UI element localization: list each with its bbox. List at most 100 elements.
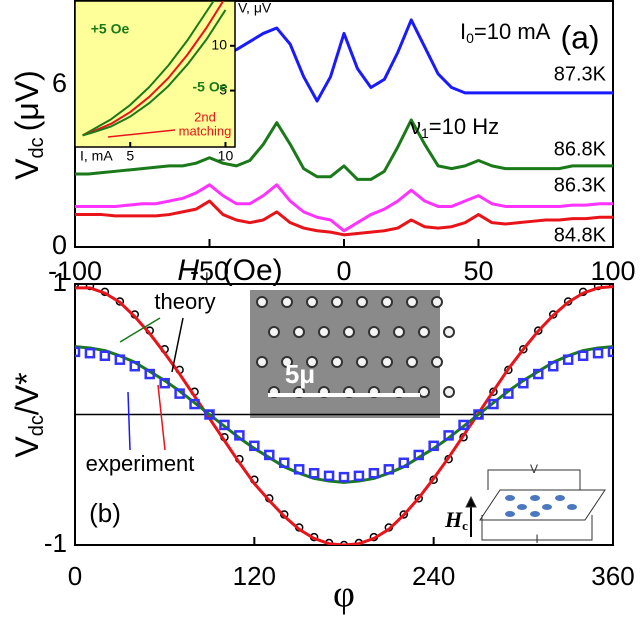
- marker: [174, 388, 185, 399]
- symbol: V: [9, 158, 45, 180]
- x-tick-label: 240: [412, 561, 455, 591]
- marker: [458, 419, 469, 431]
- marker: [533, 368, 544, 380]
- marker: [413, 449, 424, 461]
- marker: [353, 470, 365, 482]
- hole: [431, 356, 443, 368]
- hole: [256, 296, 268, 308]
- series-label: 84.8K: [554, 224, 607, 246]
- text: =10 Hz: [429, 114, 499, 139]
- hole: [343, 326, 355, 338]
- symbol: H: [177, 254, 199, 287]
- hole: [331, 296, 343, 308]
- current-leads: [481, 515, 593, 541]
- hole: [381, 296, 393, 308]
- marker: [323, 470, 335, 482]
- marker: [414, 494, 423, 503]
- x-tick-label: 120: [233, 561, 276, 591]
- hole: [268, 326, 280, 338]
- y-tick-label: 0: [52, 230, 67, 260]
- x-tick-label: 0: [336, 256, 351, 286]
- marker: [278, 457, 290, 469]
- marker: [518, 377, 529, 389]
- subscript: dc: [26, 415, 48, 436]
- marker: [562, 354, 574, 365]
- series-group: [75, 284, 613, 545]
- y-tick-label: 10: [211, 36, 227, 52]
- series-label: 86.3K: [554, 174, 607, 196]
- experiment-annotation: experiment: [86, 451, 195, 476]
- marker: [144, 368, 155, 380]
- sample: [479, 489, 606, 521]
- y-tick-label: 1: [53, 267, 67, 297]
- hole: [443, 386, 455, 398]
- marker: [519, 345, 528, 354]
- voltage-leads: [487, 469, 581, 490]
- symbol: V: [9, 436, 45, 458]
- marker: [234, 430, 245, 441]
- inset: 5 10 5 10: [82, 1, 235, 164]
- marker: [84, 347, 96, 359]
- inset-x-label: I, mA: [80, 148, 113, 164]
- hole: [356, 356, 368, 368]
- series-group: [82, 1, 227, 137]
- marker: [547, 360, 559, 372]
- marker: [308, 467, 320, 479]
- hole: [368, 326, 380, 338]
- schematic-label: V: [530, 462, 538, 476]
- marker: [534, 326, 543, 335]
- subscript: dc: [26, 137, 48, 158]
- series-label: +5 Oe: [91, 21, 130, 37]
- hole: [418, 386, 430, 398]
- series-line: [82, 9, 227, 137]
- sem-image: [250, 290, 455, 418]
- x-tick-label: 0: [68, 561, 82, 591]
- marker: [114, 354, 126, 365]
- sem-background: [250, 290, 440, 418]
- schematic: [465, 469, 606, 541]
- symbol: H: [444, 507, 463, 532]
- hole: [406, 296, 418, 308]
- marker: [488, 398, 499, 410]
- marker: [489, 387, 498, 397]
- y-tick-label: 5: [219, 81, 227, 97]
- theory-annotation: theory: [154, 289, 215, 314]
- marker: [264, 449, 275, 461]
- hole: [393, 326, 405, 338]
- marker: [189, 398, 200, 410]
- marker: [503, 388, 514, 399]
- marker: [219, 419, 230, 431]
- x-tick-label: -100: [48, 256, 102, 286]
- subscript: c: [462, 518, 468, 533]
- series-label: -5 Oe: [192, 79, 227, 95]
- hole: [443, 326, 455, 338]
- schematic-label: I: [535, 532, 538, 546]
- hole: [431, 296, 443, 308]
- series-line: [82, 1, 215, 137]
- symbol: ν: [410, 114, 421, 139]
- subscript: ⊥: [199, 269, 215, 289]
- hole: [306, 296, 318, 308]
- marker: [338, 471, 350, 483]
- inset-annotation: 2nd: [194, 109, 216, 124]
- series-line: [75, 285, 613, 545]
- x-tick-label: 5: [126, 148, 134, 164]
- annotation-arrows: [107, 129, 184, 451]
- x-tick-label: 360: [591, 561, 634, 591]
- marker: [129, 360, 141, 372]
- marker: [339, 540, 349, 545]
- x-tick-label: 10: [218, 148, 234, 164]
- panel-label: (a): [560, 19, 599, 55]
- y-tick-label: -1: [44, 528, 67, 558]
- x-tick-label: 50: [463, 256, 493, 286]
- y-axis-label: Vdc (μV): [9, 70, 48, 180]
- panel-b: 0 120 240 360 -1 1: [44, 267, 635, 591]
- marker: [368, 467, 380, 479]
- unit: (μV): [9, 70, 45, 131]
- marker: [398, 457, 410, 469]
- panel-label: (b): [89, 498, 121, 528]
- x-tick-label: -50: [190, 256, 229, 286]
- marker: [548, 310, 558, 319]
- inset-annotation: matching: [179, 123, 232, 138]
- hole: [256, 356, 268, 368]
